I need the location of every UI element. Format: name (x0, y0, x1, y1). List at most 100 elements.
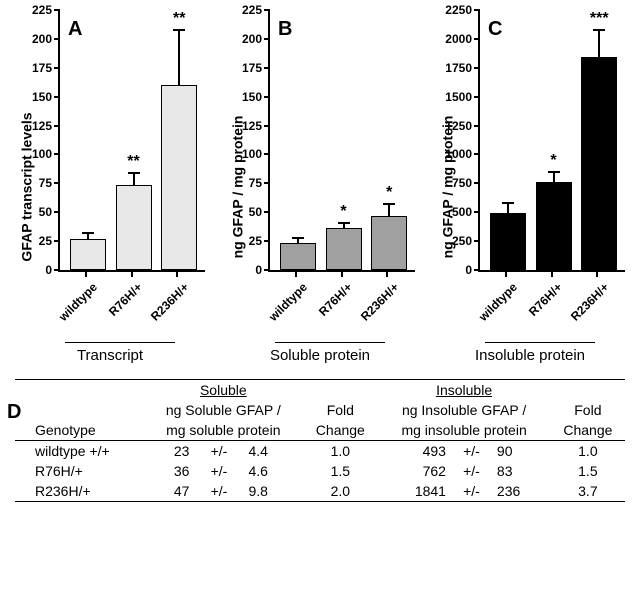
y-tick-label: 50 (39, 205, 60, 219)
soluble-col-header: ng Soluble GFAP / (143, 400, 303, 420)
table-cell: 1.5 (303, 461, 377, 481)
chart-b: Bng GFAP / mg protein0255075100125150175… (220, 10, 420, 364)
table-cell: 9.8 (247, 481, 304, 502)
significance-marker: * (386, 184, 392, 202)
panel-label: A (68, 18, 82, 41)
panel-label: C (488, 18, 502, 41)
table-cell: 83 (495, 461, 551, 481)
bar (280, 243, 316, 270)
fold-header-1: Fold (303, 400, 377, 420)
change-header-1: Change (303, 420, 377, 441)
y-tick-label: 175 (32, 61, 60, 75)
section-label: Transcript (10, 347, 210, 364)
section-line (485, 342, 595, 343)
insoluble-col-header2: mg insoluble protein (377, 420, 550, 441)
error-bar (133, 173, 135, 185)
table-cell: 2.0 (303, 481, 377, 502)
y-tick-label: 25 (249, 234, 270, 248)
x-label: R76H/+ (106, 280, 145, 319)
bar (161, 85, 197, 270)
x-tick (176, 272, 178, 277)
y-tick-label: 2250 (445, 3, 480, 17)
soluble-header: Soluble (143, 380, 303, 401)
insoluble-header: Insoluble (377, 380, 550, 401)
bar (371, 216, 407, 270)
y-tick-label: 200 (242, 32, 270, 46)
table-cell: +/- (191, 441, 246, 462)
table-cell: 236 (495, 481, 551, 502)
x-label: wildtype (476, 280, 520, 324)
x-label: R236H/+ (148, 280, 192, 324)
table-cell: 4.6 (247, 461, 304, 481)
table-cell: 47 (143, 481, 191, 502)
y-tick-label: 225 (32, 3, 60, 17)
error-bar (178, 30, 180, 85)
figure-container: AGFAP transcript levels02550751001251501… (0, 0, 640, 502)
error-cap (502, 202, 514, 204)
table-cell: R236H/+ (15, 481, 143, 502)
table-cell: +/- (448, 441, 495, 462)
x-tick (386, 272, 388, 277)
y-tick-label: 500 (452, 205, 480, 219)
table-row: wildtype +/+23+/-4.41.0493+/-901.0 (15, 441, 625, 462)
y-tick-label: 125 (32, 119, 60, 133)
table-cell: wildtype +/+ (15, 441, 143, 462)
error-cap (548, 171, 560, 173)
fold-header-2: Fold (551, 400, 625, 420)
x-label: R76H/+ (316, 280, 355, 319)
table-cell: 3.7 (551, 481, 625, 502)
error-cap (338, 222, 350, 224)
y-tick-label: 150 (32, 90, 60, 104)
x-label: wildtype (56, 280, 100, 324)
section-line (65, 342, 175, 343)
table-cell: R76H/+ (15, 461, 143, 481)
x-tick (505, 272, 507, 277)
significance-marker: * (550, 152, 556, 170)
bar (326, 228, 362, 270)
x-label: R236H/+ (568, 280, 612, 324)
error-cap (173, 29, 185, 31)
x-tick (341, 272, 343, 277)
y-tick-label: 200 (32, 32, 60, 46)
section-label: Insoluble protein (430, 347, 630, 364)
table-cell: 493 (377, 441, 448, 462)
significance-marker: *** (590, 10, 609, 28)
data-table: Soluble Insoluble ng Soluble GFAP / Fold… (15, 379, 625, 502)
table-cell: 90 (495, 441, 551, 462)
error-cap (593, 29, 605, 31)
insoluble-col-header: ng Insoluble GFAP / (377, 400, 550, 420)
x-labels: wildtypeR76H/+R236H/+ (268, 272, 415, 342)
plot-area: 0255075100125150175200225**** (58, 10, 205, 272)
table-cell: +/- (448, 481, 495, 502)
table-panel: D Soluble Insoluble ng Soluble GFAP / Fo… (15, 379, 625, 502)
y-tick-label: 125 (242, 119, 270, 133)
x-tick (551, 272, 553, 277)
table-cell: 762 (377, 461, 448, 481)
x-label: R76H/+ (526, 280, 565, 319)
error-bar (553, 172, 555, 182)
error-cap (383, 203, 395, 205)
error-bar (388, 204, 390, 215)
y-tick-label: 100 (32, 147, 60, 161)
error-cap (82, 232, 94, 234)
table-cell: 23 (143, 441, 191, 462)
error-cap (292, 237, 304, 239)
panel-label-d: D (7, 401, 21, 424)
bar (116, 185, 152, 271)
section-line (275, 342, 385, 343)
table-cell: 1.0 (551, 441, 625, 462)
y-tick-label: 175 (242, 61, 270, 75)
panel-label: B (278, 18, 292, 41)
x-labels: wildtypeR76H/+R236H/+ (478, 272, 625, 342)
charts-row: AGFAP transcript levels02550751001251501… (0, 0, 640, 364)
change-header-2: Change (551, 420, 625, 441)
y-tick-label: 750 (452, 176, 480, 190)
table-cell: +/- (191, 461, 246, 481)
error-bar (507, 203, 509, 213)
section-label: Soluble protein (220, 347, 420, 364)
plot-area: 0255075100125150175200225** (268, 10, 415, 272)
table-cell: 1.0 (303, 441, 377, 462)
y-tick-label: 250 (452, 234, 480, 248)
y-tick-label: 75 (249, 176, 270, 190)
y-tick-label: 150 (242, 90, 270, 104)
